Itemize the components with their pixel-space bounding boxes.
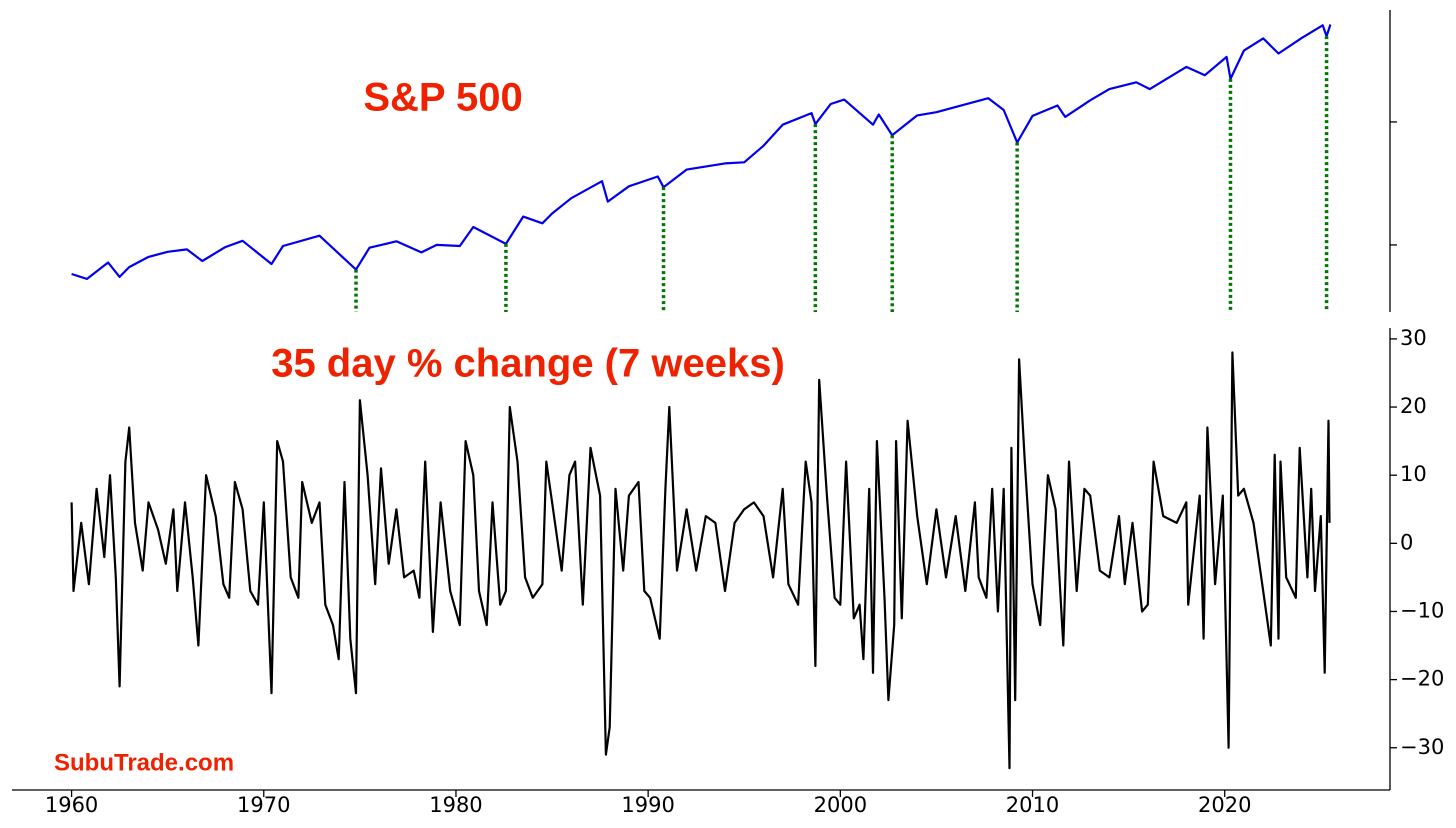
y-tick-label: 20 xyxy=(1400,394,1427,418)
x-tick-label: 1970 xyxy=(237,793,290,817)
y-tick-label: 10 xyxy=(1400,462,1427,486)
x-tick-label: 2020 xyxy=(1198,793,1251,817)
x-tick-label: 1980 xyxy=(429,793,482,817)
y-tick-label: 30 xyxy=(1400,326,1427,350)
x-tick-label: 1960 xyxy=(45,793,98,817)
annotation: S&P 500 xyxy=(363,76,522,120)
y-tick-label: −20 xyxy=(1400,667,1444,691)
y-tick-label: −10 xyxy=(1400,598,1444,622)
watermark: SubuTrade.com xyxy=(54,749,234,776)
annotation: 35 day % change (7 weeks) xyxy=(271,342,785,386)
x-tick-label: 2000 xyxy=(814,793,867,817)
x-tick-label: 1990 xyxy=(621,793,674,817)
data-line xyxy=(70,351,1331,770)
y-tick-label: −30 xyxy=(1400,735,1444,759)
y-tick-label: 0 xyxy=(1400,530,1413,554)
data-line xyxy=(71,24,1332,280)
x-tick-label: 2010 xyxy=(1006,793,1059,817)
